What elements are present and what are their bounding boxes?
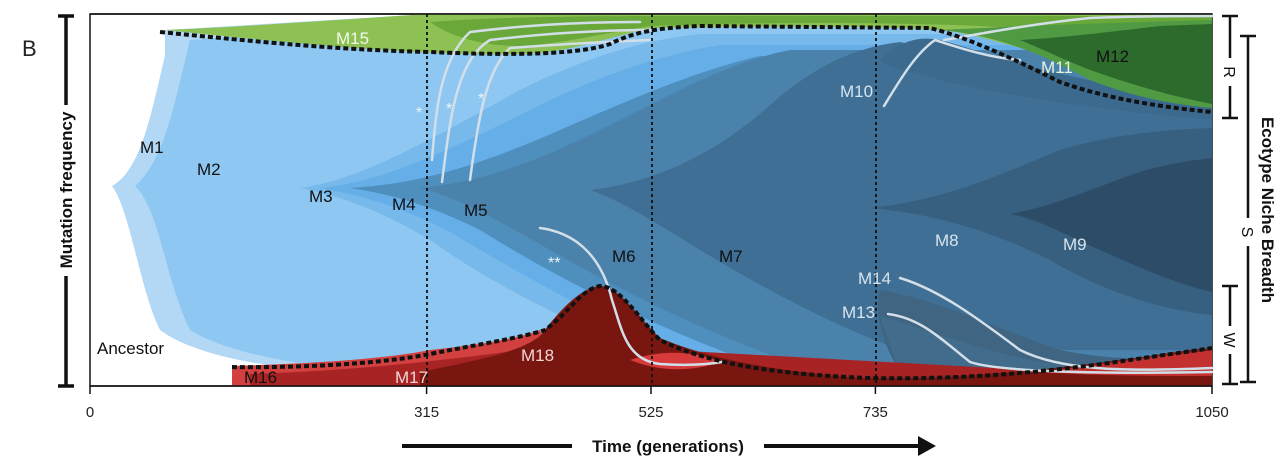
area-M9 [1010, 158, 1212, 292]
x-axis-label: Time (generations) [592, 437, 744, 456]
panel-label: B [22, 36, 37, 61]
area-M15-b [430, 16, 1212, 46]
area-M7 [590, 42, 1212, 350]
mutation-labels: M1 M2 M3 M4 M5 M6 M7 M8 M9 M10 M11 M12 M… [97, 29, 1129, 387]
lineage-line [898, 276, 1214, 371]
asterisk: * [446, 101, 452, 118]
right-axis-label: Ecotype Niche Breadth [1258, 117, 1277, 303]
label-M17: M17 [395, 368, 428, 387]
label-M10: M10 [840, 82, 873, 101]
label-ancestor: Ancestor [97, 339, 164, 358]
label-M7: M7 [719, 247, 743, 266]
x-tick-label: 1050 [1195, 404, 1228, 421]
asterisk: * [478, 91, 484, 108]
area-M13 [880, 316, 1212, 374]
x-tick-label: 735 [863, 404, 888, 421]
lineage-line [440, 28, 652, 184]
x-tick-label: 0 [86, 404, 94, 421]
bracket-S-mask [1240, 218, 1256, 246]
x-tick-label: 315 [414, 404, 439, 421]
y-axis-label: Mutation frequency [57, 111, 76, 268]
label-M6: M6 [612, 247, 636, 266]
boundary-lower [231, 283, 1213, 381]
label-M12: M12 [1096, 47, 1129, 66]
label-M18: M18 [521, 346, 554, 365]
area-M18 [420, 286, 1212, 386]
lineage-lines [430, 14, 1214, 374]
x-tick-label: 525 [638, 404, 663, 421]
label-M11: M11 [1041, 58, 1073, 77]
label-M2: M2 [197, 160, 221, 179]
label-M5: M5 [464, 201, 488, 220]
label-M3: M3 [309, 187, 333, 206]
time-arrow-head [918, 436, 936, 456]
muller-areas [112, 14, 1212, 375]
bracket-W-label: W [1220, 332, 1237, 348]
lineage-line [882, 38, 1022, 108]
bracket-W-mask [1222, 326, 1238, 354]
label-M4: M4 [392, 195, 416, 214]
asterisk: ** [548, 255, 560, 272]
label-M15: M15 [336, 29, 369, 48]
lineage-line [430, 20, 642, 162]
y-axis: Mutation frequency [57, 14, 76, 388]
bracket-R-mask [1222, 58, 1238, 86]
label-M9: M9 [1063, 235, 1087, 254]
bracket-S-label: S [1238, 227, 1255, 238]
lineage-line [942, 14, 1214, 42]
time-markers [426, 14, 877, 386]
label-M8: M8 [935, 231, 959, 250]
lineage-line [538, 226, 724, 367]
label-M14: M14 [858, 269, 891, 288]
label-M16: M16 [244, 368, 277, 387]
bracket-R-label: R [1220, 66, 1237, 78]
area-M12 [1020, 24, 1212, 104]
lineage-line [886, 312, 1214, 374]
ecotype-boundaries [159, 23, 1213, 381]
boundary-upper [159, 23, 1213, 114]
lineage-line [468, 38, 652, 182]
x-tick-group: 0 315 525 735 1050 [86, 386, 1229, 421]
x-axis: 0 315 525 735 1050 Time (generations) [86, 386, 1229, 456]
asterisk-annotations: * * * ** [416, 91, 560, 272]
label-M1: M1 [140, 138, 164, 157]
label-M13: M13 [842, 303, 875, 322]
asterisk: * [416, 105, 422, 122]
